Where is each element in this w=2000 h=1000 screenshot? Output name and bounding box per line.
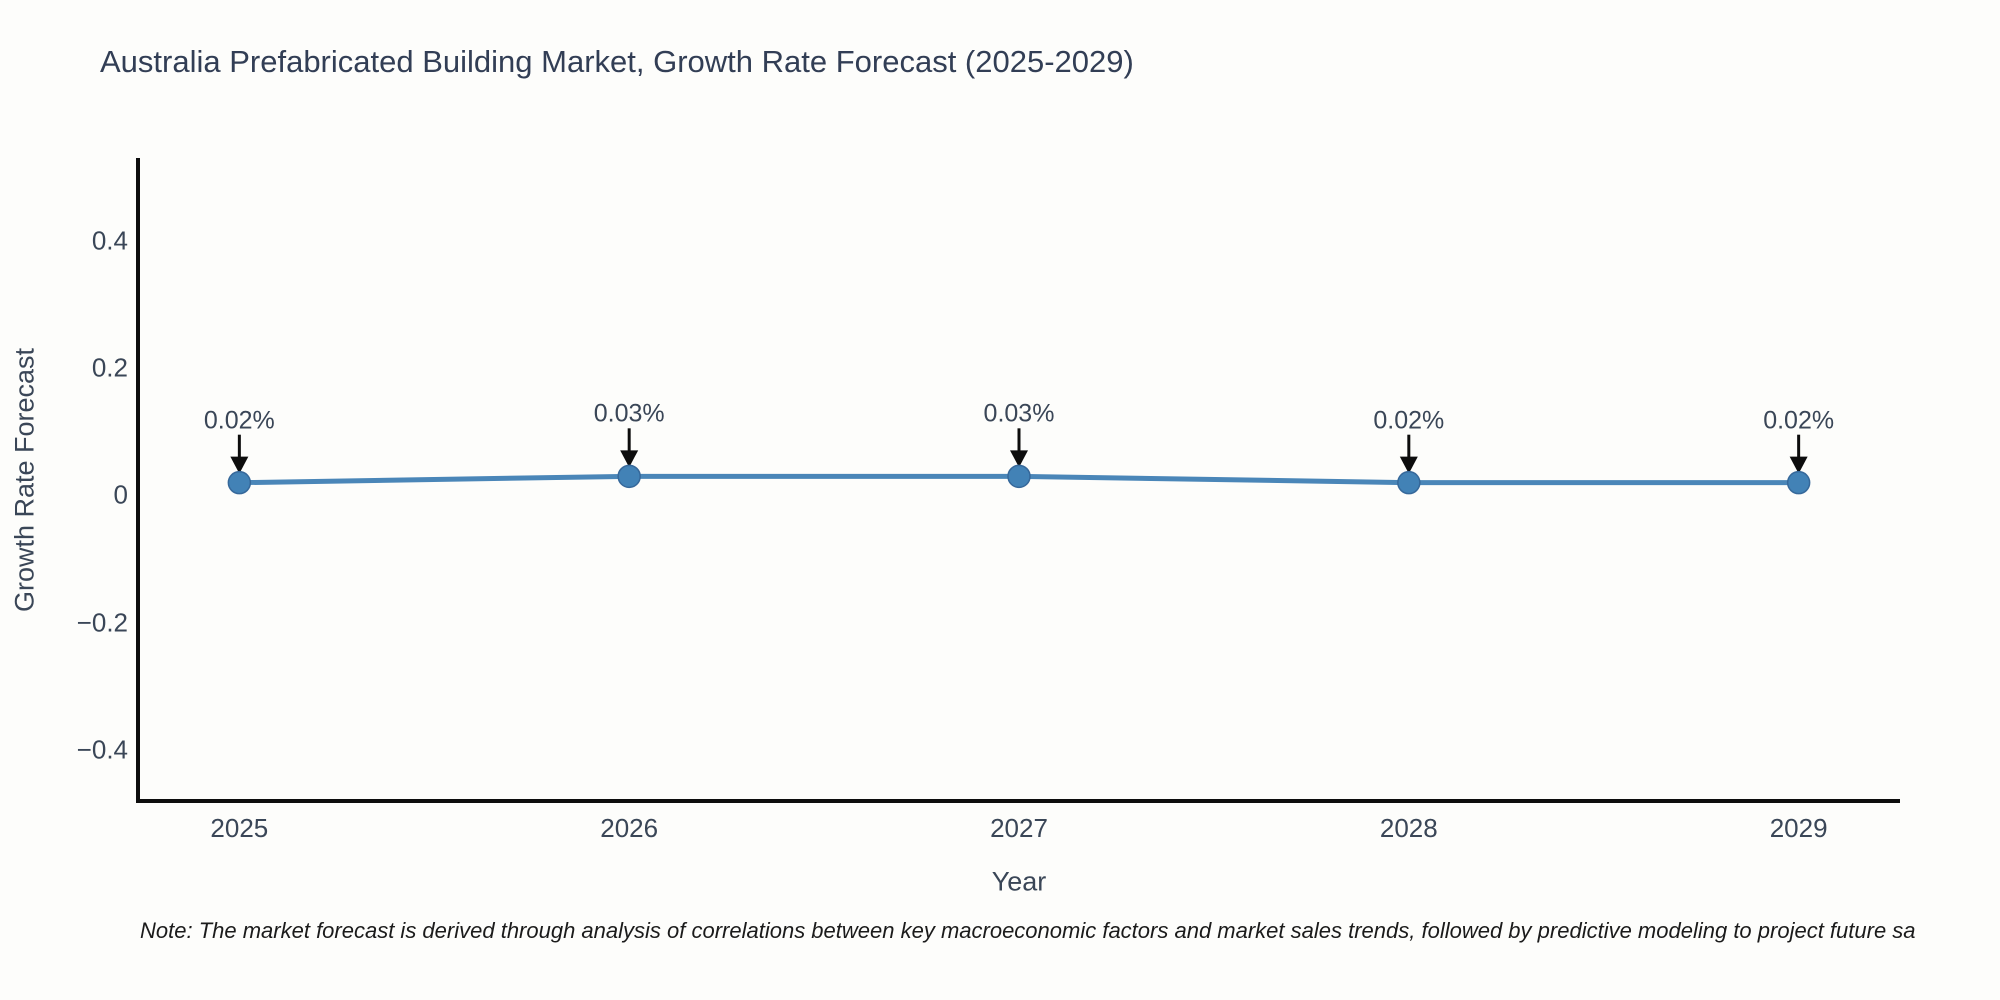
footnote: Note: The market forecast is derived thr… bbox=[140, 918, 1916, 943]
data-point-marker bbox=[1397, 470, 1421, 495]
data-point-label: 0.03% bbox=[983, 399, 1055, 428]
y-tick-label: −0.2 bbox=[76, 607, 128, 638]
annotation-arrow-head bbox=[620, 450, 639, 468]
y-tick-label: −0.4 bbox=[76, 734, 128, 765]
x-axis-title: Year bbox=[991, 866, 1047, 897]
x-tick-label: 2028 bbox=[1379, 813, 1438, 843]
data-point-label: 0.02% bbox=[203, 406, 275, 435]
y-tick-label: 0.4 bbox=[91, 225, 128, 256]
x-tick-label: 2029 bbox=[1769, 813, 1828, 843]
data-point-label: 0.02% bbox=[1763, 406, 1835, 435]
y-tick-label: 0 bbox=[113, 479, 128, 510]
data-point-marker bbox=[617, 464, 641, 489]
chart-title: Australia Prefabricated Building Market,… bbox=[100, 44, 1134, 79]
x-tick-label: 2026 bbox=[600, 813, 659, 843]
annotation-arrow-head bbox=[1010, 450, 1028, 468]
data-point-label: 0.03% bbox=[593, 399, 665, 428]
annotation-arrow-head bbox=[230, 456, 249, 474]
x-tick-label: 2025 bbox=[210, 813, 269, 843]
annotation-arrow-head bbox=[1399, 456, 1418, 474]
data-point-marker bbox=[1786, 470, 1811, 495]
annotation-arrow-head bbox=[1789, 456, 1808, 474]
data-point-label: 0.02% bbox=[1373, 406, 1445, 435]
data-point-marker bbox=[1007, 464, 1031, 489]
data-point-marker bbox=[227, 470, 252, 495]
y-axis-title: Growth Rate Forecast bbox=[9, 347, 40, 613]
y-tick-label: 0.2 bbox=[91, 352, 128, 383]
x-tick-label: 2027 bbox=[990, 813, 1048, 843]
